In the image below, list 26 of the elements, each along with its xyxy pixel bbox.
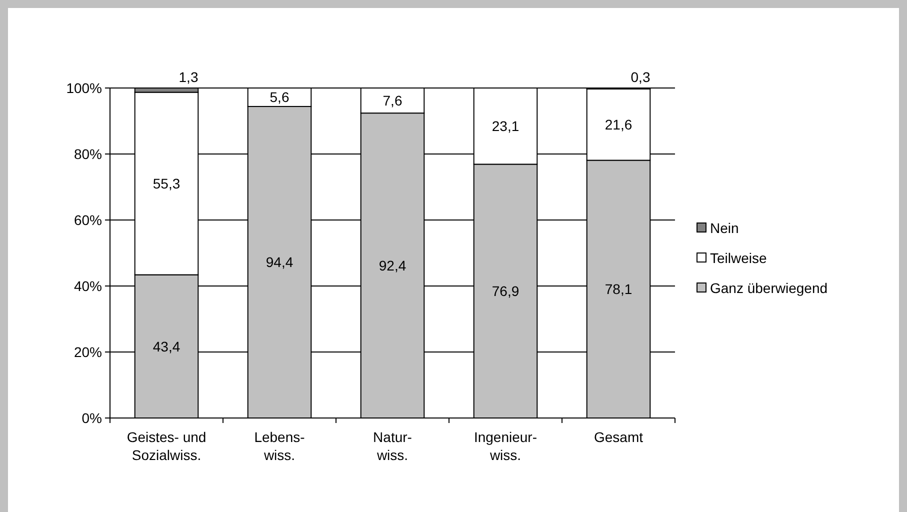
data-label: 43,4 xyxy=(152,338,180,354)
data-label: 23,1 xyxy=(492,118,520,134)
y-tick-label: 100% xyxy=(66,80,102,96)
legend-label: Nein xyxy=(710,220,739,236)
y-tick-label: 0% xyxy=(82,410,102,426)
x-tick-label: Lebens- wiss. xyxy=(254,429,306,463)
data-label: 21,6 xyxy=(604,116,632,133)
data-label: 92,4 xyxy=(378,258,406,274)
y-tick-label: 60% xyxy=(74,212,102,228)
x-tick-label: Gesamt xyxy=(594,429,644,445)
x-tick-label: Geistes- und Sozialwiss. xyxy=(126,429,206,463)
data-label: 78,1 xyxy=(604,281,632,298)
data-label: 55,3 xyxy=(152,176,180,192)
data-label: 94,4 xyxy=(266,254,294,270)
y-tick-label: 40% xyxy=(74,278,102,294)
legend-label: Teilweise xyxy=(710,250,768,266)
x-tick-label: Natur- wiss. xyxy=(373,429,412,463)
y-tick-label: 80% xyxy=(74,146,102,162)
data-label: 0,3 xyxy=(630,69,650,85)
data-label: 7,6 xyxy=(382,92,402,109)
data-label: 5,6 xyxy=(270,89,290,106)
legend-label: Ganz überwiegend xyxy=(710,280,828,296)
x-tick-label: Ingenieur- wiss. xyxy=(474,429,538,463)
data-label: 1,3 xyxy=(178,69,198,85)
data-label: 76,9 xyxy=(492,283,520,300)
y-tick-label: 20% xyxy=(74,344,102,360)
